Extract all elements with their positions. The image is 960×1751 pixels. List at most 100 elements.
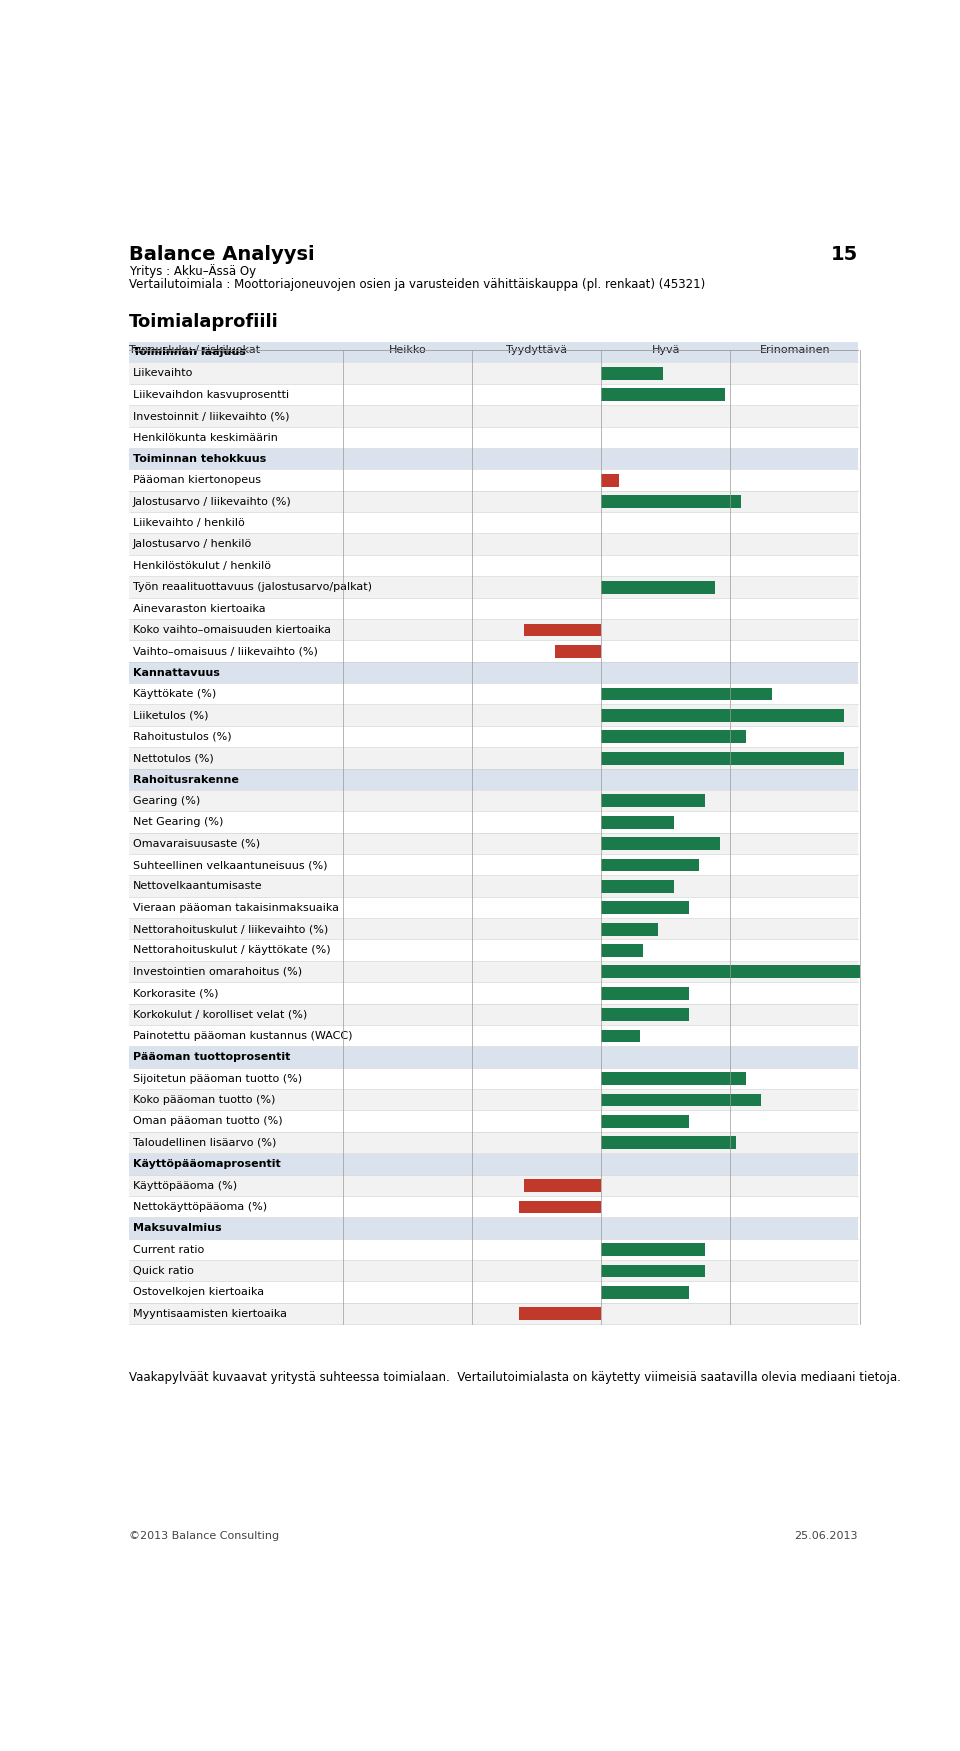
Text: Yritys : Akku–Ässä Oy: Yritys : Akku–Ässä Oy <box>129 264 256 278</box>
Bar <box>601 1030 640 1042</box>
Bar <box>524 623 601 636</box>
Text: Liikevaihdon kasvuprosentti: Liikevaihdon kasvuprosentti <box>132 390 289 399</box>
Bar <box>129 362 858 383</box>
Bar <box>129 555 858 576</box>
Bar <box>129 427 858 448</box>
Text: Liiketulos (%): Liiketulos (%) <box>132 711 208 720</box>
Text: Pääoman tuottoprosentit: Pääoman tuottoprosentit <box>132 1052 290 1063</box>
Bar <box>129 1133 858 1154</box>
Bar <box>129 683 858 704</box>
Bar <box>129 1154 858 1175</box>
Text: Nettovelkaantumisaste: Nettovelkaantumisaste <box>132 881 262 891</box>
Bar <box>601 837 720 849</box>
Bar <box>601 902 689 914</box>
Bar <box>129 492 858 511</box>
Bar <box>129 1112 858 1131</box>
Bar <box>601 389 726 401</box>
Text: Vertailutoimiala : Moottoriajoneuvojen osien ja varusteiden vähittäiskauppa (pl.: Vertailutoimiala : Moottoriajoneuvojen o… <box>129 278 706 291</box>
Bar <box>129 1303 858 1324</box>
Text: Rahoitusrakenne: Rahoitusrakenne <box>132 774 238 784</box>
Text: Kannattavuus: Kannattavuus <box>132 667 220 678</box>
Text: Tyydyttävä: Tyydyttävä <box>506 345 567 355</box>
Bar <box>129 1261 858 1282</box>
Text: Nettotulos (%): Nettotulos (%) <box>132 753 213 763</box>
Text: Myyntisaamisten kiertoaika: Myyntisaamisten kiertoaika <box>132 1308 287 1319</box>
Bar <box>601 1072 746 1086</box>
Text: Investointien omarahoitus (%): Investointien omarahoitus (%) <box>132 967 301 977</box>
Bar <box>129 812 858 833</box>
Bar <box>129 833 858 854</box>
Text: Jalostusarvo / henkilö: Jalostusarvo / henkilö <box>132 539 252 550</box>
Bar <box>129 1240 858 1261</box>
Bar <box>129 1175 858 1196</box>
Text: Current ratio: Current ratio <box>132 1245 204 1255</box>
Bar <box>129 1047 858 1068</box>
Text: Balance Analyysi: Balance Analyysi <box>129 245 315 264</box>
Bar <box>601 581 715 594</box>
Bar <box>601 795 705 807</box>
Bar <box>601 1243 705 1255</box>
Bar <box>129 727 858 748</box>
Bar <box>601 988 689 1000</box>
Text: Net Gearing (%): Net Gearing (%) <box>132 818 223 826</box>
Bar <box>555 644 601 658</box>
Text: Koko pääoman tuotto (%): Koko pääoman tuotto (%) <box>132 1094 275 1105</box>
Text: Korkorasite (%): Korkorasite (%) <box>132 988 218 998</box>
Text: Käyttöpääoma (%): Käyttöpääoma (%) <box>132 1180 237 1191</box>
Bar <box>601 1285 689 1299</box>
Text: Käyttökate (%): Käyttökate (%) <box>132 690 216 699</box>
Bar <box>601 965 859 979</box>
Text: Sijoitetun pääoman tuotto (%): Sijoitetun pääoman tuotto (%) <box>132 1073 301 1084</box>
Bar <box>129 854 858 876</box>
Bar <box>601 751 844 765</box>
Text: Rahoitustulos (%): Rahoitustulos (%) <box>132 732 231 742</box>
Bar <box>129 1089 858 1110</box>
Text: Maksuvalmius: Maksuvalmius <box>132 1224 221 1233</box>
Bar <box>601 881 674 893</box>
Bar <box>129 940 858 961</box>
Bar <box>524 1178 601 1192</box>
Bar <box>129 1068 858 1089</box>
Bar <box>601 923 659 935</box>
Bar <box>601 730 746 742</box>
Bar <box>518 1201 601 1213</box>
Bar <box>129 1282 858 1303</box>
Bar <box>129 1196 858 1217</box>
Text: Nettorahoituskulut / käyttökate (%): Nettorahoituskulut / käyttökate (%) <box>132 946 330 956</box>
Bar <box>129 448 858 469</box>
Text: Erinomainen: Erinomainen <box>759 345 830 355</box>
Text: Nettokäyttöpääoma (%): Nettokäyttöpääoma (%) <box>132 1201 267 1212</box>
Bar <box>129 576 858 597</box>
Text: Vaakapylväät kuvaavat yritystä suhteessa toimialaan.  Vertailutoimialasta on käy: Vaakapylväät kuvaavat yritystä suhteessa… <box>129 1371 900 1385</box>
Text: Henkilöstökulut / henkilö: Henkilöstökulut / henkilö <box>132 560 271 571</box>
Bar <box>601 1094 761 1107</box>
Text: Toiminnan tehokkuus: Toiminnan tehokkuus <box>132 454 266 464</box>
Bar <box>129 1219 858 1238</box>
Text: Tunnusluku / riskiluokat: Tunnusluku / riskiluokat <box>129 345 260 355</box>
Bar <box>129 513 858 534</box>
Bar <box>129 748 858 769</box>
Text: ©2013 Balance Consulting: ©2013 Balance Consulting <box>129 1530 279 1541</box>
Text: Käyttöpääomaprosentit: Käyttöpääomaprosentit <box>132 1159 280 1170</box>
Text: Oman pääoman tuotto (%): Oman pääoman tuotto (%) <box>132 1117 282 1126</box>
Bar <box>129 406 858 427</box>
Bar <box>129 341 858 362</box>
Text: Korkokulut / korolliset velat (%): Korkokulut / korolliset velat (%) <box>132 1010 307 1019</box>
Bar <box>601 688 772 700</box>
Bar <box>601 816 674 828</box>
Text: Gearing (%): Gearing (%) <box>132 797 200 805</box>
Bar <box>601 858 700 872</box>
Bar <box>601 1136 735 1149</box>
Bar <box>129 982 858 1003</box>
Text: Omavaraisuusaste (%): Omavaraisuusaste (%) <box>132 839 260 849</box>
Bar <box>601 475 619 487</box>
Bar <box>129 534 858 555</box>
Text: 15: 15 <box>830 245 858 264</box>
Text: Nettorahoituskulut / liikevaihto (%): Nettorahoituskulut / liikevaihto (%) <box>132 925 328 933</box>
Text: Työn reaalituottavuus (jalostusarvo/palkat): Työn reaalituottavuus (jalostusarvo/palk… <box>132 581 372 592</box>
Text: Jalostusarvo / liikevaihto (%): Jalostusarvo / liikevaihto (%) <box>132 497 292 506</box>
Bar <box>601 496 741 508</box>
Bar <box>129 876 858 897</box>
Text: Investoinnit / liikevaihto (%): Investoinnit / liikevaihto (%) <box>132 411 289 422</box>
Bar <box>129 662 858 683</box>
